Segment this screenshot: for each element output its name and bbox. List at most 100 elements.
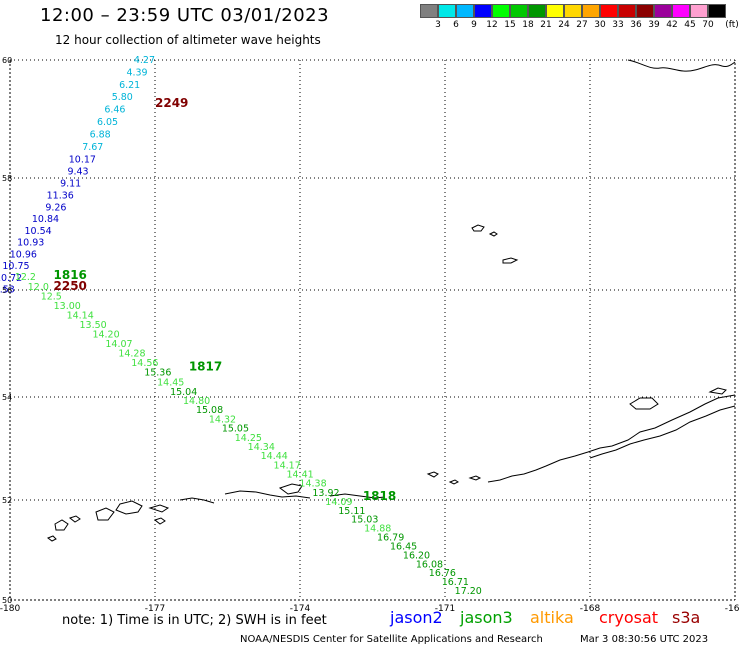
- legend-swatch: [672, 4, 690, 18]
- wave-height-label: 15.04: [170, 387, 197, 398]
- aleutian-islands: [278, 483, 303, 495]
- island: [629, 397, 659, 410]
- wave-height-label: 4.39: [126, 67, 147, 78]
- wave-height-label: 9.43: [67, 167, 88, 178]
- wave-height-label: 6.21: [119, 80, 140, 91]
- alaska-coast: [627, 59, 736, 72]
- lon-tick-label: -165: [725, 604, 740, 614]
- wave-height-label: 10.72: [0, 273, 22, 284]
- legend-label: 3: [435, 20, 441, 30]
- coastline: [46, 59, 736, 542]
- legend-label: 30: [594, 20, 606, 30]
- wave-height-label: 14.44: [261, 451, 288, 462]
- wave-height-label: 6.88: [90, 129, 111, 140]
- aleutian-islands: [426, 471, 439, 478]
- legend-swatch: [546, 4, 564, 18]
- aleutian-islands: [95, 507, 115, 521]
- island: [471, 224, 485, 232]
- wave-height-label: 10.93: [17, 238, 44, 249]
- credit: NOAA/NESDIS Center for Satellite Applica…: [240, 634, 543, 645]
- wave-height-label: 15.08: [196, 405, 223, 416]
- legend-jason2: jason2: [390, 608, 443, 627]
- wave-height-label: 7.67: [82, 142, 103, 153]
- aleutian-islands: [46, 535, 57, 542]
- wave-height-label: 12.0: [28, 282, 49, 293]
- wave-height-label: 14.34: [248, 442, 275, 453]
- legend-swatch: [690, 4, 708, 18]
- wave-height-label: 10.54: [25, 226, 52, 237]
- lon-tick-label: -174: [290, 604, 311, 614]
- wave-height-label: 15.03: [351, 515, 378, 526]
- wave-height-label: 10.53: [0, 285, 15, 296]
- legend-s3a: s3a: [672, 608, 701, 627]
- legend-swatch: [510, 4, 528, 18]
- color-legend: 3 6 9 12 15 18 21 24 27 30 33 36 39 42 45 70 (ft): [420, 4, 739, 32]
- legend-swatch: [600, 4, 618, 18]
- wave-height-label: 16.08: [416, 559, 443, 570]
- legend-swatch: [636, 4, 654, 18]
- legend-label: 15: [504, 20, 516, 30]
- wave-height-label: 13.92: [312, 488, 339, 499]
- legend-swatches: [420, 4, 726, 18]
- page-title: 12:00 – 23:59 UTC 03/01/2023: [40, 5, 330, 26]
- aleutian-islands: [148, 504, 170, 513]
- island: [708, 387, 727, 395]
- wave-height-label: 14.88: [364, 524, 391, 535]
- lon-tick-label: -180: [0, 604, 20, 614]
- wave-height-label: 13.00: [54, 301, 81, 312]
- legend-unit: (ft): [725, 20, 739, 30]
- wave-height-label: 15.36: [144, 368, 171, 379]
- wave-height-label: 16.45: [390, 541, 417, 552]
- legend-label: 36: [630, 20, 642, 30]
- legend-swatch: [420, 4, 438, 18]
- wave-height-label: 14.32: [209, 414, 236, 425]
- legend-label: 6: [453, 20, 459, 30]
- wave-height-label: 14.07: [105, 339, 132, 350]
- aleutian-islands: [153, 517, 166, 525]
- wave-height-label: 16.76: [429, 568, 456, 579]
- wave-height-label: 5.80: [112, 92, 133, 103]
- legend-label: 21: [540, 20, 552, 30]
- wave-height-label: 9.26: [45, 202, 66, 213]
- aleutian-islands: [54, 519, 69, 531]
- pass-time-label: 1816: [54, 268, 87, 282]
- legend-swatch: [474, 4, 492, 18]
- legend-label: 24: [558, 20, 570, 30]
- wave-height-label: 15.11: [338, 506, 365, 517]
- wave-height-label: 14.09: [325, 497, 352, 508]
- pass-time-label: 1817: [189, 359, 222, 373]
- legend-swatch: [654, 4, 672, 18]
- wave-height-label: 16.79: [377, 533, 404, 544]
- wave-height-label: 4.27: [134, 55, 155, 66]
- wave-height-label: 12.5: [41, 291, 62, 302]
- legend-swatch: [492, 4, 510, 18]
- lat-tick-label: 50: [2, 596, 12, 605]
- alaska-peninsula: [589, 405, 736, 459]
- wave-height-label: 17.20: [455, 586, 482, 597]
- pass-time-label: 1818: [363, 489, 396, 503]
- wave-height-label: 14.38: [299, 479, 326, 490]
- legend-swatch: [456, 4, 474, 18]
- lat-tick-label: 52: [2, 496, 12, 505]
- legend-labels: 3 6 9 12 15 18 21 24 27 30 33 36 39 42 45 70 (ft): [420, 20, 739, 32]
- legend-swatch: [528, 4, 546, 18]
- aleutian-islands: [115, 500, 143, 515]
- wave-height-label: 14.45: [157, 377, 184, 388]
- island: [502, 257, 519, 264]
- wave-height-label: 6.05: [97, 117, 118, 128]
- legend-label: 18: [522, 20, 534, 30]
- map-frame: [9, 59, 736, 601]
- legend-label: 39: [648, 20, 660, 30]
- wave-height-label: 16.20: [403, 550, 430, 561]
- wave-height-label: 14.28: [118, 349, 145, 360]
- legend-swatch: [618, 4, 636, 18]
- lat-tick-label: 60: [2, 56, 12, 65]
- wave-height-label: 12.2: [15, 272, 36, 283]
- aleutian-islands: [179, 497, 215, 504]
- wave-height-label: 14.80: [183, 396, 210, 407]
- legend-swatch: [564, 4, 582, 18]
- wave-height-label: 10.96: [10, 249, 37, 260]
